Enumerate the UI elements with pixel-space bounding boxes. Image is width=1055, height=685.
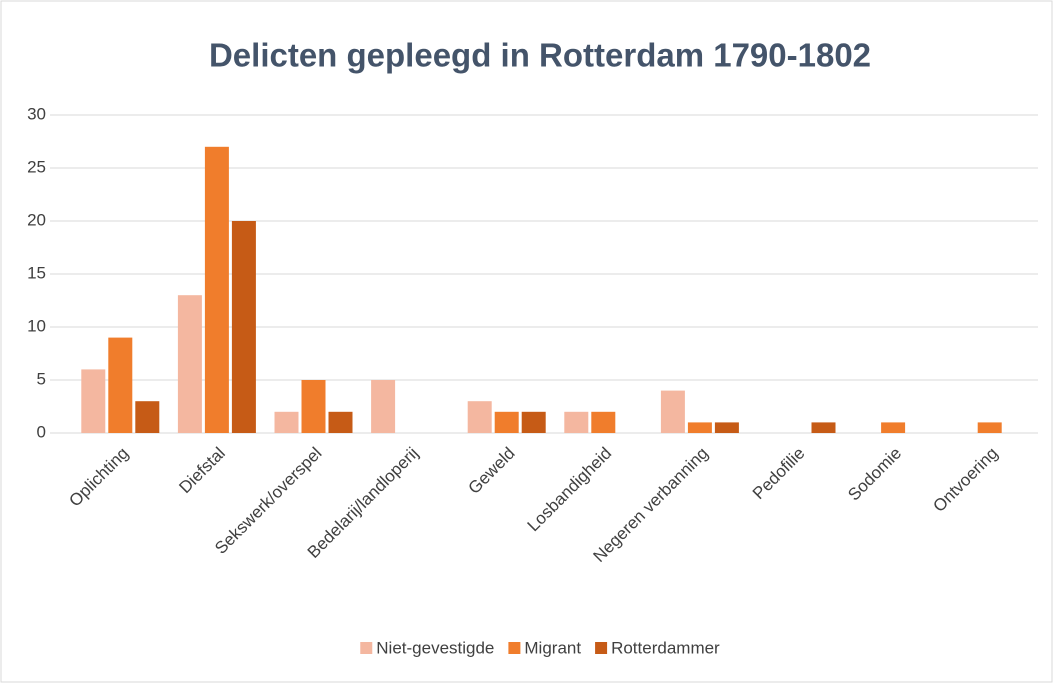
legend-swatch: [360, 642, 373, 654]
bar: [591, 411, 616, 433]
bar: [328, 411, 353, 433]
y-tick-label: 30: [27, 104, 46, 123]
bar: [467, 401, 492, 433]
chart-title: Delicten gepleegd in Rotterdam 1790-1802: [209, 37, 871, 74]
y-tick-label: 15: [27, 263, 46, 282]
bar: [204, 146, 229, 434]
bar: [687, 422, 712, 433]
bar: [494, 411, 519, 433]
bar: [714, 422, 739, 433]
bar: [274, 411, 299, 433]
legend-swatch: [595, 642, 608, 654]
bar: [564, 411, 589, 433]
legend-label: Rotterdammer: [611, 638, 720, 657]
bar: [81, 369, 106, 433]
bar: [521, 411, 546, 433]
y-tick-label: 5: [37, 369, 46, 388]
bar: [811, 422, 836, 433]
bar: [881, 422, 906, 433]
bar: [977, 422, 1002, 433]
bar: [177, 295, 202, 433]
bar: [301, 380, 326, 433]
bar: [231, 221, 256, 433]
y-tick-label: 0: [37, 422, 46, 441]
bar: [660, 390, 685, 433]
bar: [108, 337, 133, 433]
y-tick-label: 10: [27, 316, 46, 335]
legend-swatch: [508, 642, 521, 654]
bar: [135, 401, 160, 433]
bar: [371, 380, 396, 433]
y-tick-label: 20: [27, 210, 46, 229]
legend-label: Migrant: [524, 638, 581, 657]
legend-label: Niet-gevestigde: [376, 638, 494, 657]
y-tick-label: 25: [27, 157, 46, 176]
